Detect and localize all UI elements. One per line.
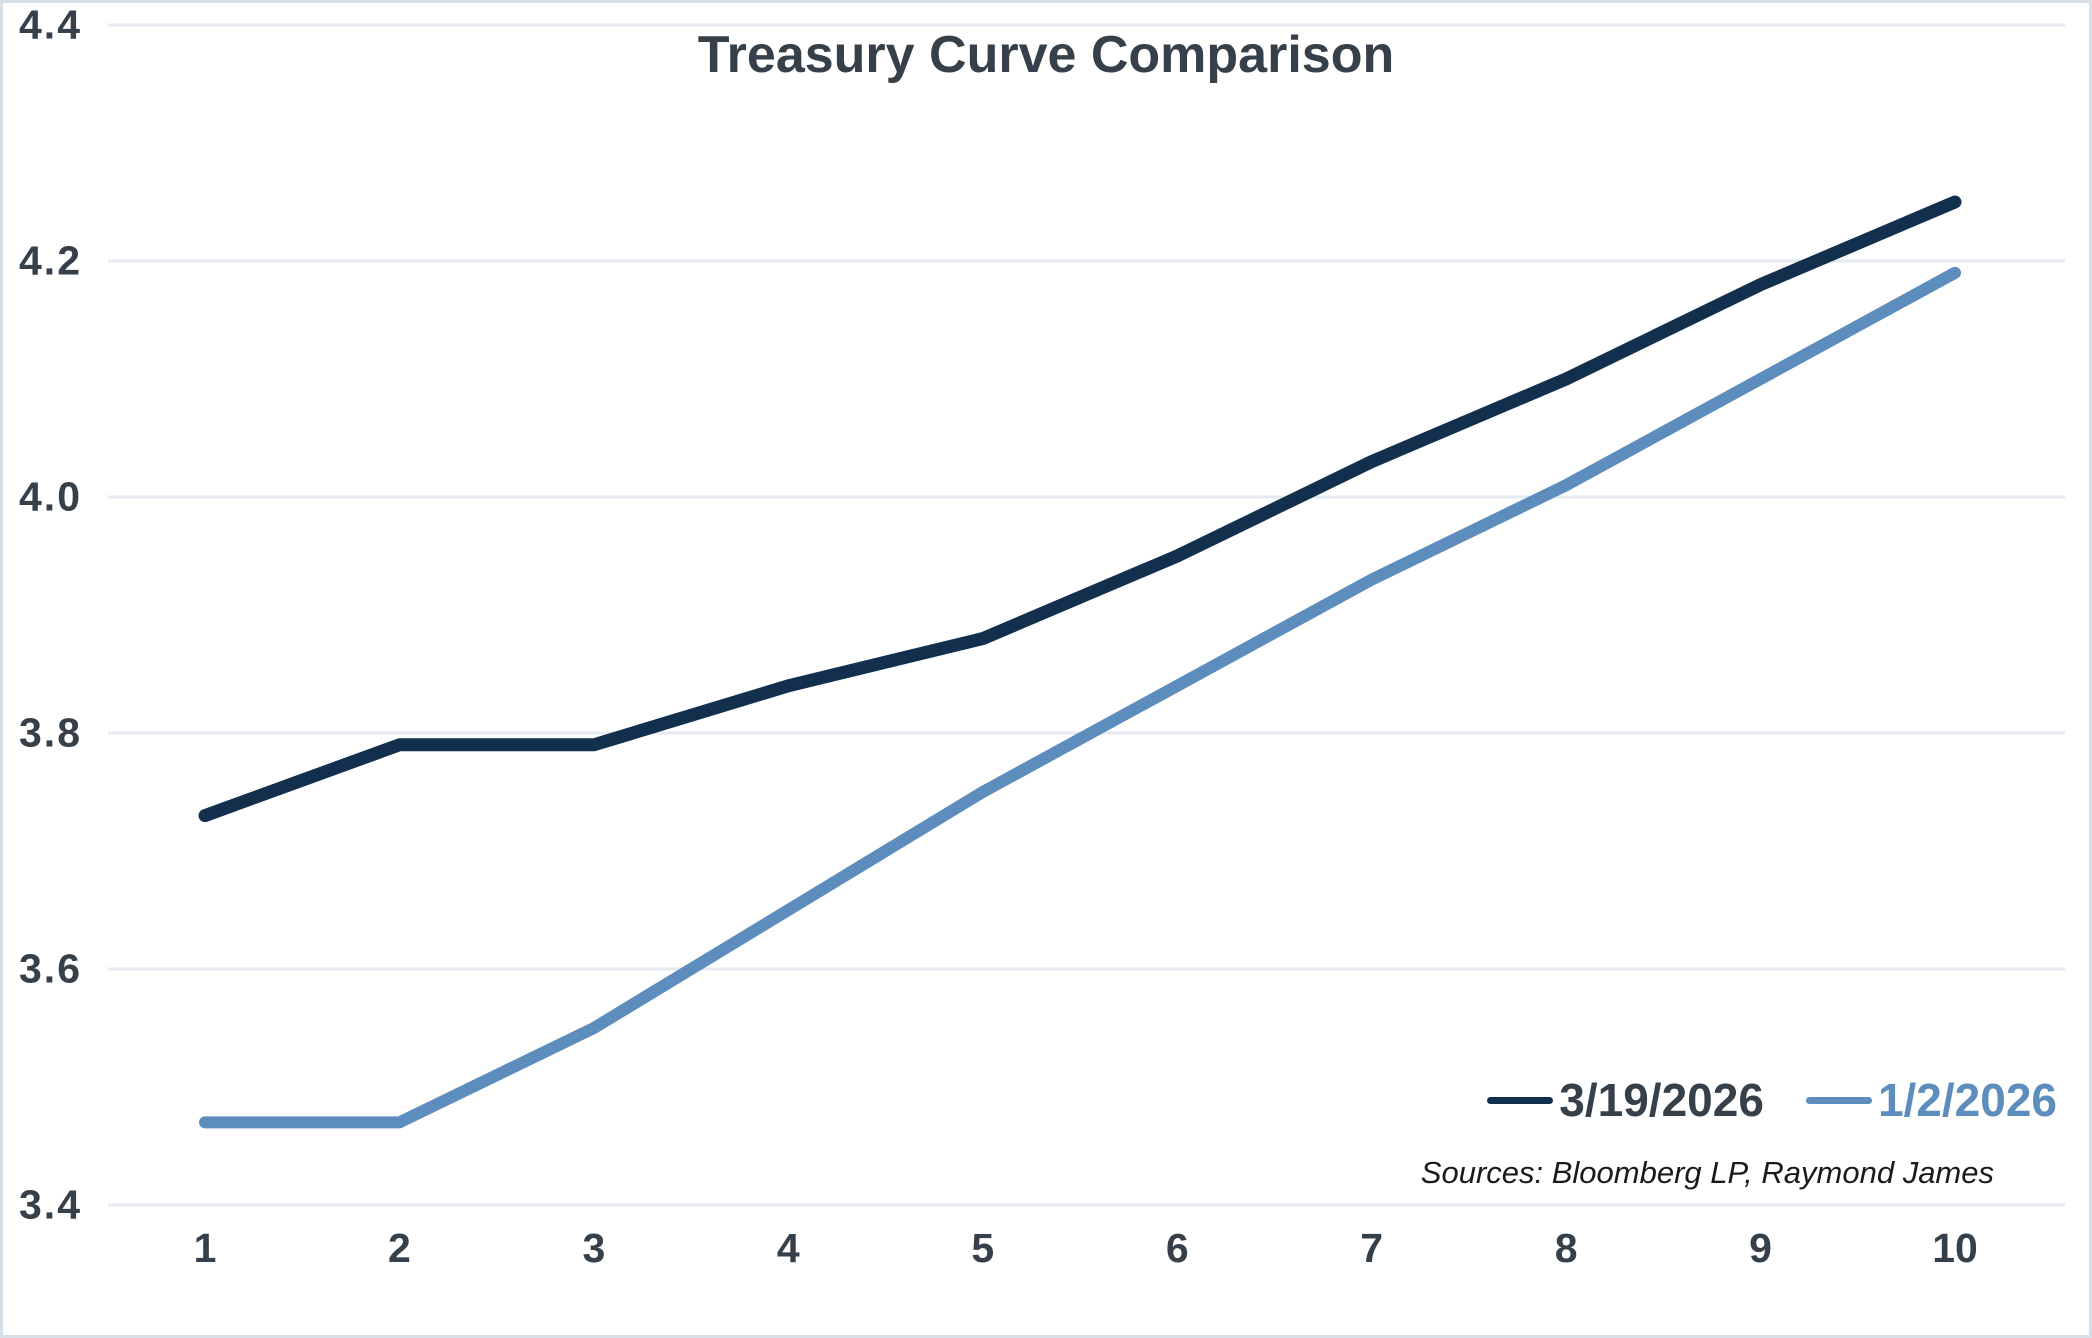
series-0-line-swatch [1487, 1096, 1554, 1104]
legend-item-series-0: 3/19/2026 [1487, 1073, 1764, 1127]
y-tick-label-3.8: 3.8 [19, 709, 82, 756]
legend-label-series-0: 3/19/2026 [1559, 1074, 1764, 1126]
x-tick-label-5: 5 [971, 1225, 995, 1271]
x-tick-label-3: 3 [582, 1225, 606, 1271]
x-tick-label-7: 7 [1360, 1225, 1384, 1271]
legend-label-series-1: 1/2/2026 [1877, 1074, 2057, 1126]
x-tick-label-6: 6 [1165, 1225, 1189, 1271]
series-line-1 [199, 266, 1961, 1129]
y-tick-label-4.0: 4.0 [19, 473, 82, 520]
source-note: Sources: Bloomberg LP, Raymond James [1420, 1155, 1994, 1190]
x-tick-label-10: 10 [1932, 1225, 1978, 1271]
y-tick-label-3.6: 3.6 [19, 945, 82, 992]
series-1-line-swatch [1805, 1096, 1872, 1104]
y-tick-label-4.2: 4.2 [19, 237, 82, 284]
series-line-0 [198, 195, 1962, 823]
legend: 3/19/2026 1/2/2026 [1487, 1073, 2057, 1127]
plot-area [108, 23, 2065, 1207]
y-tick-label-4.4: 4.4 [19, 1, 82, 48]
x-tick-label-8: 8 [1554, 1225, 1578, 1271]
x-tick-label-2: 2 [388, 1225, 411, 1271]
y-tick-label-3.4: 3.4 [19, 1181, 82, 1228]
x-tick-label-1: 1 [193, 1225, 217, 1271]
legend-item-series-1: 1/2/2026 [1805, 1073, 2057, 1127]
x-tick-label-4: 4 [776, 1225, 800, 1271]
chart-title: Treasury Curve Comparison [697, 26, 1395, 84]
x-tick-label-9: 9 [1749, 1225, 1772, 1271]
